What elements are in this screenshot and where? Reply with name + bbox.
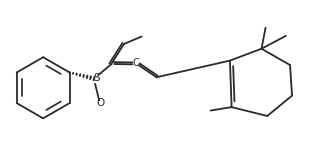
Text: S: S [93,73,100,83]
Text: O: O [96,98,105,108]
Text: C: C [133,58,139,68]
